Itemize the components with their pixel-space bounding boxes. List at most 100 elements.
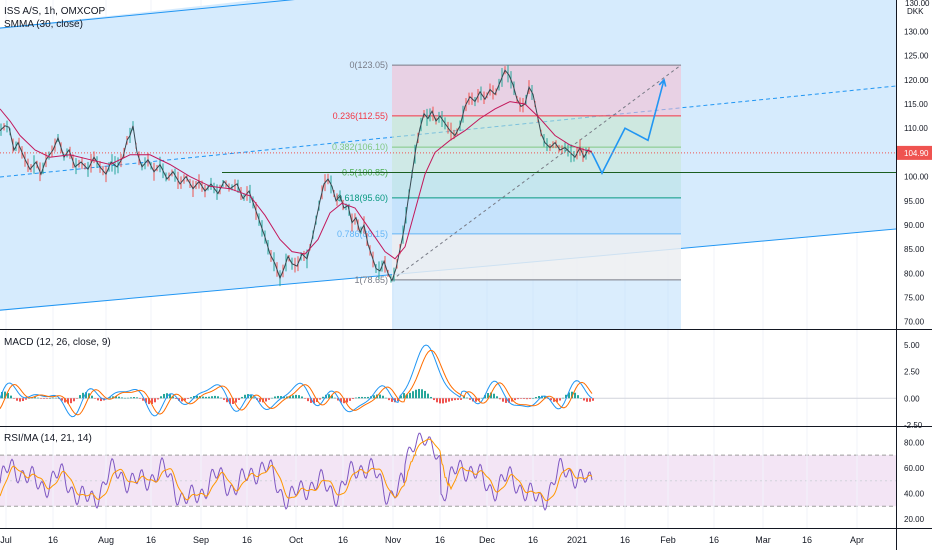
macd-histogram-bar [133,397,135,399]
time-tick-label: 16 [242,535,252,545]
macd-histogram-bar [364,397,366,399]
macd-histogram-bar [373,395,375,399]
macd-histogram-bar [478,398,480,401]
last-price-badge[interactable] [897,145,932,160]
time-tick-label: 16 [146,535,156,545]
macd-histogram-bar [523,398,525,399]
rsi-line[interactable] [0,432,593,511]
macd-histogram-bar [184,398,186,401]
macd-histogram-bar [232,398,234,405]
time-axis[interactable]: Jul 16 Aug 16 Sep 16 Oct 16 Nov 16 Dec 16 2021 16 Feb 1… [0,535,864,545]
macd-pane[interactable] [0,330,896,426]
fib-level-label: 0.236(112.55) [333,111,388,121]
macd-histogram-bar [550,398,552,401]
macd-histogram-bar [445,398,447,403]
time-tick-label: 2021 [567,535,587,545]
macd-histogram-bar [70,398,72,404]
trend-channel-upper-line[interactable] [0,0,300,30]
macd-histogram-bar [13,398,15,399]
macd-histogram-bar [532,398,534,399]
price-line[interactable] [0,69,593,282]
macd-histogram-bar [349,398,351,401]
macd-histogram-bar [421,389,423,399]
fib-level-label: 0.382(106.10) [332,142,388,152]
price-tick-label: 115.00 [904,100,928,109]
macd-histogram-bar [508,398,510,403]
fib-zone [392,233,681,280]
macd-histogram-bar [346,398,348,403]
macd-histogram-bar [289,396,291,399]
macd-histogram-bar [91,395,93,399]
macd-histogram-bar [526,398,528,400]
macd-histogram-bar [589,398,591,402]
time-tick-label: Jul [0,535,12,545]
smma-line[interactable] [0,101,593,260]
macd-histogram-bar [475,398,477,402]
macd-line[interactable] [0,344,593,418]
macd-histogram-bar [340,398,342,403]
macd-histogram-bar [505,398,507,403]
macd-histogram-bar [10,395,12,399]
macd-tick-label: -2.50 [904,421,923,430]
rsi-pane[interactable] [0,427,896,528]
time-tick-label: Apr [850,535,864,545]
fib-extension-zone [392,279,681,329]
price-tick-label: 95.00 [904,197,925,206]
fib-zone [392,197,681,234]
macd-histogram-bar [55,397,57,399]
macd-histogram-bar [49,398,51,399]
macd-histogram-bar [121,397,123,399]
macd-histogram-bar [427,393,429,399]
macd-histogram-bar [520,398,522,399]
macd-histogram-bar [391,398,393,402]
macd-histogram-bar [166,393,168,399]
macd-histogram-bar [148,398,150,405]
macd-histogram-bar [490,392,492,399]
projection-arrowhead [658,78,667,87]
macd-histogram-bar [493,393,495,399]
macd-histogram-bar [40,398,42,399]
macd-histogram-bar [259,398,261,402]
macd-histogram-bar [430,396,432,399]
macd-histogram-bar [466,397,468,399]
macd-histogram-bar [85,392,87,399]
macd-histogram-bar [319,398,321,400]
price-tick-label: 90.00 [904,221,925,230]
time-tick-label: 16 [620,535,630,545]
macd-histogram-bar [406,394,408,399]
time-tick-label: Aug [98,535,114,545]
macd-histogram-bar [517,398,519,400]
macd-histogram-bar [460,398,462,400]
macd-histogram-bar [400,395,402,399]
macd-histogram-bar [265,398,267,402]
macd-histogram-bar [73,398,75,402]
macd-histogram-bar [334,397,336,399]
pane-labels: ISS A/S, 1h, OMXCOP SMMA (30, close) MAC… [4,0,930,444]
macd-histogram-bar [337,398,339,401]
macd-histogram-bar [388,398,390,401]
macd-histogram-bar [556,398,558,402]
macd-tick-label: 2.50 [904,368,920,377]
macd-histogram-bar [154,398,156,403]
macd-histogram-bar [529,398,531,399]
macd-histogram-bar [451,398,453,401]
macd-histogram-bar [313,398,315,404]
macd-histogram-bar [277,395,279,399]
macd-histogram-bar [562,397,564,399]
projection-path[interactable] [591,79,665,175]
price-pane[interactable]: 0(123.05)0.236(112.55)0.382(106.10)0.5(1… [0,0,896,329]
macd-signal-line[interactable] [0,350,593,416]
macd-histogram-bar [382,395,384,399]
macd-histogram-bar [94,398,96,399]
rsi-ma-line[interactable] [0,438,593,502]
currency-label: DKK [907,7,924,16]
macd-histogram-bar [298,395,300,399]
macd-histogram-bar [46,398,48,399]
macd-histogram-bar [175,398,177,399]
price-tick-label: 75.00 [904,294,925,303]
macd-histogram-bar [433,398,435,401]
macd-histogram-bar [403,393,405,399]
last-price-label: 104.90 [904,149,929,158]
